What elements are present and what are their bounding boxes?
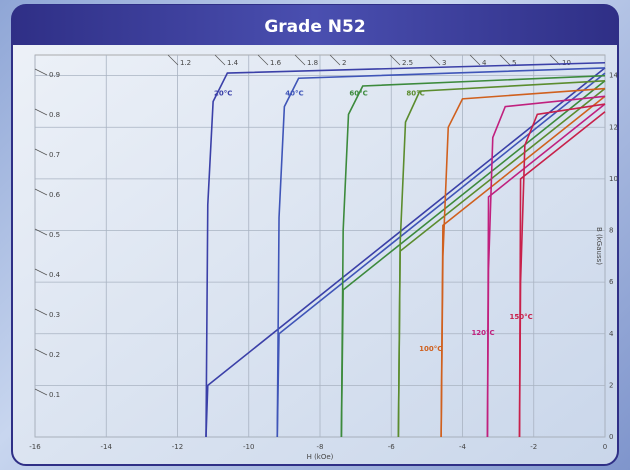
load-line-stub (34, 228, 48, 236)
y-tick-label: 10 (609, 175, 618, 183)
load-line-stub (34, 348, 48, 356)
permeance-label: 2 (342, 59, 346, 67)
x-tick-label: -4 (459, 443, 467, 451)
y-tick-label: 6 (609, 278, 614, 286)
x-tick-label: -2 (530, 443, 537, 451)
curve-label: 150°C (510, 313, 533, 321)
x-tick-label: -8 (317, 443, 324, 451)
chart-title: Grade N52 (264, 17, 365, 37)
permeance-label: 0.4 (49, 271, 61, 279)
y-tick-label: 8 (609, 227, 613, 235)
curve-label: 60°C (349, 90, 367, 98)
x-axis-label: H (kOe) (307, 453, 334, 461)
curve-label: 120°C (471, 329, 494, 337)
intrinsic-curve (276, 67, 606, 438)
permeance-label: 5 (512, 59, 516, 67)
load-line-stub (34, 268, 48, 276)
permeance-label: 1.4 (227, 59, 239, 67)
normal-curve (397, 87, 606, 438)
permeance-label: 0.3 (49, 311, 60, 319)
x-tick-label: -12 (172, 443, 183, 451)
x-tick-label: 0 (603, 443, 607, 451)
y-tick-label: 2 (609, 381, 613, 389)
load-line-stub (34, 68, 48, 76)
y-tick-label: 0 (609, 433, 613, 441)
permeance-label: 1.2 (180, 59, 191, 67)
permeance-label: 0.2 (49, 351, 60, 359)
permeance-label: 0.6 (49, 191, 61, 199)
permeance-label: 0.1 (49, 391, 60, 399)
normal-curve (340, 80, 606, 438)
load-line-stub (469, 54, 481, 66)
load-line-stub (34, 388, 48, 396)
y-tick-label: 14 (609, 72, 618, 80)
y-axis-label: B (kGauss) (595, 227, 603, 265)
load-line-stub (34, 148, 48, 156)
frame (11, 4, 619, 466)
x-tick-label: -6 (388, 443, 396, 451)
intrinsic-curve (205, 61, 606, 438)
normal-curve (518, 111, 606, 438)
normal-curve (205, 67, 606, 438)
normal-curve (276, 72, 606, 438)
load-line-stub (329, 54, 341, 66)
permeance-label: 1.6 (270, 59, 282, 67)
y-tick-label: 4 (609, 330, 614, 338)
load-line-stub (214, 54, 226, 66)
curve-label: 40°C (285, 90, 303, 98)
curve-label: 100°C (419, 345, 442, 353)
curve-label: 80°C (406, 90, 424, 98)
permeance-label: 4 (482, 59, 487, 67)
load-line-stub (499, 54, 511, 66)
load-line-stub (257, 54, 269, 66)
y-tick-label: 12 (609, 123, 618, 131)
normal-curve (486, 103, 606, 438)
permeance-label: 1.8 (307, 59, 318, 67)
permeance-label: 0.7 (49, 151, 60, 159)
x-tick-label: -16 (29, 443, 41, 451)
permeance-label: 0.5 (49, 231, 60, 239)
load-line-stub (294, 54, 306, 66)
load-line-stub (34, 188, 48, 196)
load-line-stub (389, 54, 401, 66)
permeance-label: 0.9 (49, 71, 60, 79)
x-tick-label: -14 (101, 443, 113, 451)
load-line-stub (34, 308, 48, 316)
x-tick-label: -10 (243, 443, 254, 451)
plot: -16 -14 -12 -10 -8 -6 -4 -2 00 2 4 6 8 10 12 14 H (kOe) B… (29, 54, 618, 461)
load-line-stub (429, 54, 441, 66)
permeance-label: 2.5 (402, 59, 413, 67)
curve-label: 20°C (214, 90, 232, 98)
permeance-label: 3 (442, 59, 446, 67)
load-line-stub (167, 54, 179, 66)
header (12, 5, 618, 45)
normal-curve (440, 95, 606, 438)
load-line-stub (34, 108, 48, 116)
permeance-label: 0.8 (49, 111, 60, 119)
